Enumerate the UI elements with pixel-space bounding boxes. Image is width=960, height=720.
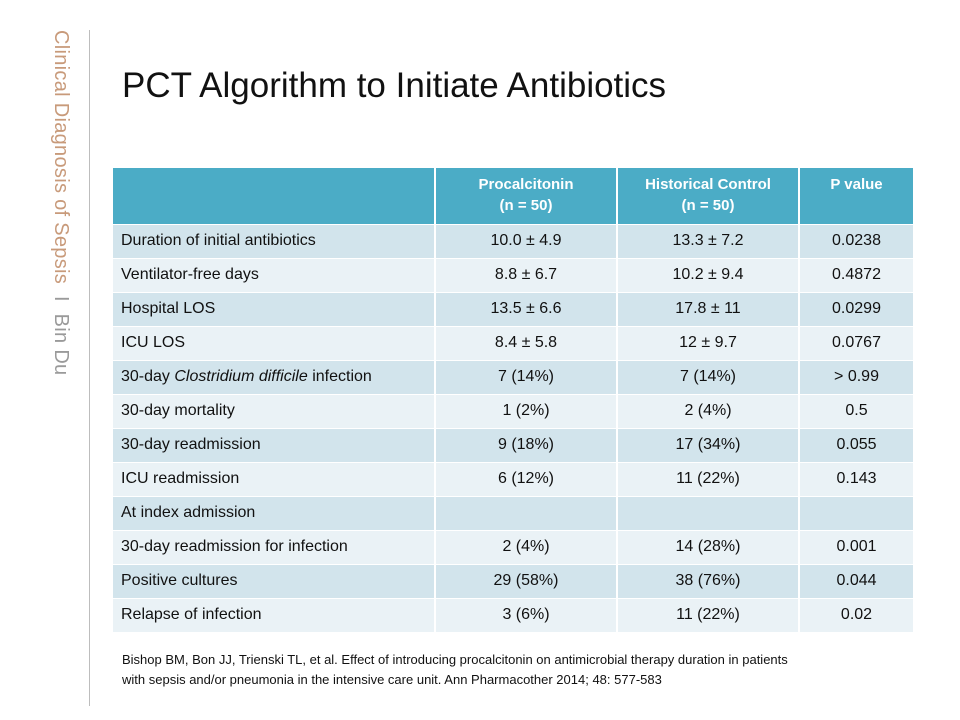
p-value: > 0.99 [799,359,913,394]
control-value: 2 (4%) [617,393,800,428]
control-value: 38 (76%) [617,563,800,598]
control-value: 14 (28%) [617,529,800,564]
procalcitonin-value: 8.4 ± 5.8 [435,325,618,360]
procalcitonin-value: 1 (2%) [435,393,618,428]
p-value: 0.0299 [799,291,913,326]
row-label-text: 30-day readmission [121,436,261,453]
control-value: 7 (14%) [617,359,800,394]
control-value [617,495,800,530]
table-row: ICU LOS 8.4 ± 5.8 12 ± 9.7 0.0767 [113,325,913,360]
row-label: ICU LOS [113,325,436,360]
procalcitonin-value: 29 (58%) [435,563,618,598]
row-label-text: 30-day mortality [121,402,235,419]
row-label-text: 30-day readmission for infection [121,538,348,555]
table-row: At index admission [113,495,913,530]
procalcitonin-value: 10.0 ± 4.9 [435,223,618,258]
row-label-text: ICU LOS [121,334,186,351]
row-label-text: Relapse of infection [121,606,262,623]
row-label: Hospital LOS [113,291,436,326]
divider-line [89,30,90,706]
p-value: 0.0767 [799,325,913,360]
p-value: 0.0238 [799,223,913,258]
row-label-text: Ventilator-free days [121,266,259,283]
row-label: Ventilator-free days [113,257,436,292]
row-label: Duration of initial antibiotics [113,223,436,258]
sidebar-title-text: Clinical Diagnosis of Sepsis [50,30,72,285]
row-label: 30-day mortality [113,393,436,428]
procalcitonin-value: 13.5 ± 6.6 [435,291,618,326]
row-label: At index admission [113,495,436,530]
control-value: 10.2 ± 9.4 [617,257,800,292]
control-value: 17 (34%) [617,427,800,462]
table-row: 30-day readmission 9 (18%) 17 (34%) 0.055 [113,427,913,462]
slide-title: PCT Algorithm to Initiate Antibiotics [122,66,667,105]
table-row: Positive cultures 29 (58%) 38 (76%) 0.044 [113,563,913,598]
p-value: 0.044 [799,563,913,598]
row-label: 30-day readmission for infection [113,529,436,564]
procalcitonin-value: 3 (6%) [435,597,618,632]
control-value: 12 ± 9.7 [617,325,800,360]
header-control-line2: (n = 50) [681,197,735,214]
control-value: 11 (22%) [617,597,800,632]
table-row: Ventilator-free days 8.8 ± 6.7 10.2 ± 9.4 0… [113,257,913,292]
p-value [799,495,913,530]
results-table: Procalcitonin (n = 50) Historical Contro… [113,168,913,632]
p-value: 0.02 [799,597,913,632]
table-header-row: Procalcitonin (n = 50) Historical Contro… [113,168,913,224]
header-p-value: P value [799,168,913,224]
table-row: 30-day mortality 1 (2%) 2 (4%) 0.5 [113,393,913,428]
sidebar-author: Bin Du [50,313,72,376]
procalcitonin-value [435,495,618,530]
table-row: Duration of initial antibiotics 10.0 ± 4.… [113,223,913,258]
row-label-text: Duration of initial antibiotics [121,232,316,249]
table-row: Relapse of infection 3 (6%) 11 (22%) 0.02 [113,597,913,632]
control-value: 17.8 ± 11 [617,291,800,326]
table-row: ICU readmission 6 (12%) 11 (22%) 0.143 [113,461,913,496]
header-control-line1: Historical Control [645,176,771,193]
procalcitonin-value: 2 (4%) [435,529,618,564]
row-label-text: Positive cultures [121,572,238,589]
row-label: Positive cultures [113,563,436,598]
p-value: 0.001 [799,529,913,564]
row-label: Relapse of infection [113,597,436,632]
sidebar-separator: I [50,295,72,302]
p-value: 0.055 [799,427,913,462]
header-p-value-line1: P value [830,176,883,193]
table-row: 30-day Clostridium difficile infection 7 … [113,359,913,394]
p-value: 0.5 [799,393,913,428]
table-row: 30-day readmission for infection 2 (4%) 14… [113,529,913,564]
table-row: Hospital LOS 13.5 ± 6.6 17.8 ± 11 0.0299 [113,291,913,326]
sidebar-title: Clinical Diagnosis of Sepsis I Bin Du [42,30,72,400]
header-empty [113,168,436,224]
citation: Bishop BM, Bon JJ, Trienski TL, et al. E… [122,650,902,690]
citation-line1: Bishop BM, Bon JJ, Trienski TL, et al. E… [122,652,788,667]
row-label-italic: Clostridium difficile [174,368,308,385]
procalcitonin-value: 7 (14%) [435,359,618,394]
row-label: 30-day Clostridium difficile infection [113,359,436,394]
row-label: 30-day readmission [113,427,436,462]
p-value: 0.4872 [799,257,913,292]
control-value: 13.3 ± 7.2 [617,223,800,258]
row-label-text: At index admission [121,504,256,521]
procalcitonin-value: 9 (18%) [435,427,618,462]
header-procalcitonin-line1: Procalcitonin [478,176,574,193]
header-procalcitonin: Procalcitonin (n = 50) [435,168,618,224]
row-label-suffix: infection [307,368,372,385]
row-label-text: Hospital LOS [121,300,216,317]
row-label: ICU readmission [113,461,436,496]
row-label-text: 30-day [121,368,175,385]
procalcitonin-value: 6 (12%) [435,461,618,496]
row-label-text: ICU readmission [121,470,240,487]
citation-line2: with sepsis and/or pneumonia in the inte… [122,672,662,687]
header-historical-control: Historical Control (n = 50) [617,168,800,224]
procalcitonin-value: 8.8 ± 6.7 [435,257,618,292]
control-value: 11 (22%) [617,461,800,496]
p-value: 0.143 [799,461,913,496]
header-procalcitonin-line2: (n = 50) [499,197,553,214]
